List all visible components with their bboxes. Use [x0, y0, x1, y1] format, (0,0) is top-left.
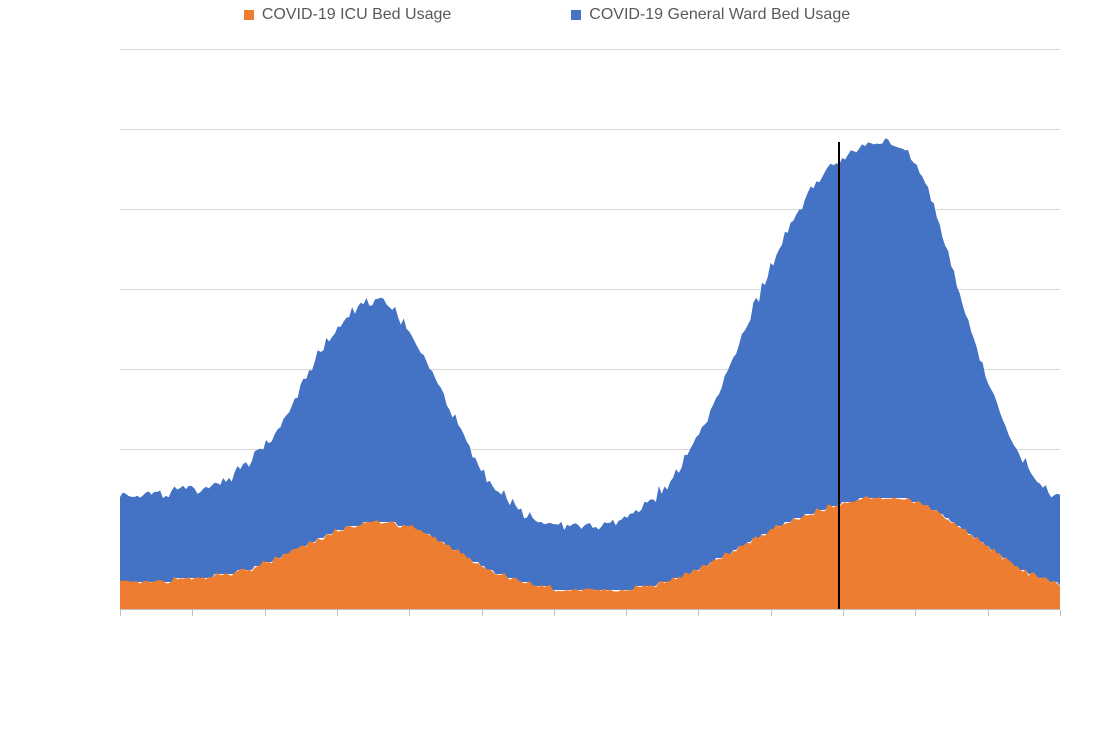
legend-swatch-ward	[571, 10, 581, 20]
x-tick	[120, 610, 121, 616]
legend-label-ward: COVID-19 General Ward Bed Usage	[589, 6, 850, 24]
annotation-vertical-line	[838, 142, 840, 610]
legend-label-icu: COVID-19 ICU Bed Usage	[262, 6, 451, 24]
x-tick	[1060, 610, 1061, 616]
x-tick	[265, 610, 266, 616]
stacked-area-svg	[120, 50, 1060, 610]
x-tick	[337, 610, 338, 616]
x-tick	[192, 610, 193, 616]
chart-legend: COVID-19 ICU Bed Usage COVID-19 General …	[0, 6, 1094, 24]
x-tick	[554, 610, 555, 616]
legend-item-ward: COVID-19 General Ward Bed Usage	[571, 6, 850, 24]
x-tick	[698, 610, 699, 616]
x-axis	[120, 609, 1060, 610]
plot-area	[120, 50, 1060, 610]
legend-item-icu: COVID-19 ICU Bed Usage	[244, 6, 451, 24]
x-tick	[626, 610, 627, 616]
x-tick	[843, 610, 844, 616]
x-tick	[915, 610, 916, 616]
legend-swatch-icu	[244, 10, 254, 20]
x-tick	[771, 610, 772, 616]
x-tick	[409, 610, 410, 616]
x-tick	[482, 610, 483, 616]
x-tick	[988, 610, 989, 616]
chart-container: COVID-19 ICU Bed Usage COVID-19 General …	[0, 0, 1094, 735]
